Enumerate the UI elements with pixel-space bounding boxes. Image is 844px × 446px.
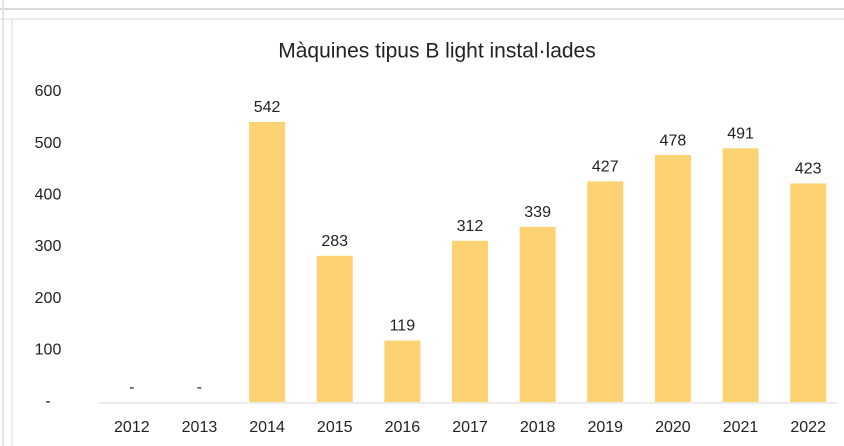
y-tick-label: 300 (35, 238, 62, 255)
bar (722, 148, 759, 402)
x-tick-label: 2014 (249, 419, 285, 436)
y-tick-label: 400 (35, 187, 62, 204)
bar (452, 240, 488, 402)
x-tick-label: 2012 (114, 419, 150, 436)
y-tick-label: 600 (35, 83, 62, 100)
bar (384, 340, 421, 402)
bar (316, 255, 353, 402)
x-tick-label: 2013 (182, 419, 218, 436)
data-label: 427 (592, 159, 619, 176)
data-label: 491 (727, 126, 754, 143)
x-tick-label: 2017 (452, 419, 488, 436)
data-label: - (197, 379, 202, 396)
data-label: 312 (457, 218, 484, 235)
bar (654, 155, 691, 402)
data-label: 339 (524, 204, 551, 221)
data-label: 542 (254, 99, 281, 116)
y-tick-label: 100 (35, 342, 62, 359)
bar (790, 183, 827, 402)
bar (519, 226, 556, 402)
y-tick-label: 500 (35, 135, 62, 152)
x-tick-label: 2021 (723, 419, 759, 436)
data-label: 478 (660, 132, 687, 149)
y-tick-label: 200 (35, 290, 62, 307)
x-tick-label: 2015 (317, 419, 353, 436)
x-tick-label: 2020 (655, 419, 691, 436)
data-label: 119 (390, 318, 416, 335)
x-tick-label: 2019 (587, 419, 623, 436)
bar (587, 181, 624, 402)
bar (249, 121, 286, 402)
x-tick-label: 2022 (790, 419, 826, 436)
data-label: - (129, 379, 134, 396)
x-tick-label: 2016 (385, 419, 421, 436)
y-tick-label: - (45, 393, 50, 410)
x-tick-label: 2018 (520, 419, 556, 436)
chart-title: Màquines tipus B light instal·lades (278, 40, 596, 63)
data-label: 283 (321, 233, 348, 250)
data-label: 423 (795, 161, 822, 178)
